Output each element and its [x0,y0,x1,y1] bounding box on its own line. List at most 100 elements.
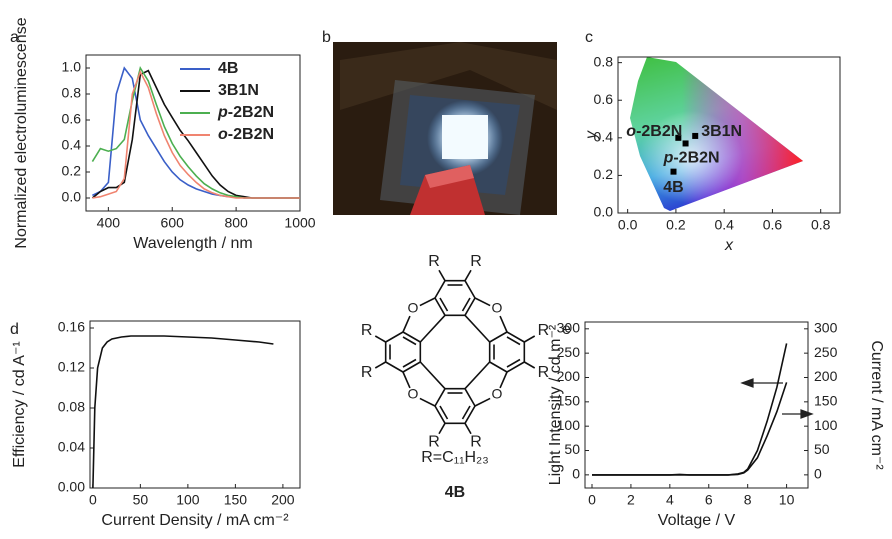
y-tick-label: 0.0 [62,189,82,205]
x-tick-label: 0 [89,492,97,508]
y-tick-label: 150 [557,393,581,409]
bond [419,297,436,307]
bond [461,405,471,420]
compound-name: 4B [445,484,465,501]
y2-tick-label: 100 [814,417,838,433]
x-tick-label: 10 [779,492,795,508]
y-tick-label: 200 [557,368,581,384]
atom-label: O [408,300,419,316]
x-tick-label: 100 [176,492,200,508]
x-axis-title: Current Density / mA cm⁻² [101,512,289,529]
series-line [592,382,788,476]
x-tick-label: 6 [705,492,713,508]
bond [419,314,446,343]
y-tick-label: 0.16 [58,319,85,335]
bond [374,361,387,369]
substituent-label: R [538,364,550,381]
panel-label: d [10,321,19,338]
y-tick-label: 0.0 [594,204,614,220]
bond [385,331,404,343]
legend-label: 3B1N [218,82,259,99]
substituent-label: R [361,364,373,381]
x-tick-label: 8 [744,492,752,508]
substituent-label: R [470,253,482,270]
bond [464,314,491,343]
bond [523,361,536,369]
y2-axis-title: Current / mA cm⁻² [868,340,885,470]
y-tick-label: 0.2 [62,163,82,179]
atom-label: O [408,386,419,402]
x-tick-label: 2 [627,492,635,508]
bond [464,297,476,316]
x-tick-label: 0.8 [811,217,831,233]
y-tick-label: 0.12 [58,359,85,375]
bond [402,331,421,343]
y-tick-label: 300 [557,320,581,336]
y-tick-label: 0.6 [594,91,614,107]
bond [489,331,508,343]
bond [385,361,404,373]
y-tick-label: 0.8 [594,53,614,69]
bond [489,361,508,373]
y-tick-label: 0.00 [58,479,85,495]
x-tick-label: 0.4 [714,217,734,233]
bond [464,269,472,282]
substituent-label: R [428,253,440,270]
y-tick-label: 0.4 [594,129,614,145]
y-tick-label: 0 [572,466,580,482]
bond [402,358,417,368]
panel-label: c [585,29,593,46]
bond [434,388,446,407]
bond [434,280,446,299]
y-tick-label: 100 [557,417,581,433]
y-axis-title: y [583,130,600,140]
y-axis-title: Efficiency / cd A⁻¹ [11,341,28,467]
y-tick-label: 0.08 [58,399,85,415]
substituent-label: R [361,322,373,339]
x-axis-title: Wavelength / nm [133,235,252,252]
bond [419,397,436,407]
bond [461,297,471,312]
plot-frame [584,321,809,489]
y-tick-label: 0.4 [62,137,82,153]
x-tick-label: 600 [161,215,185,231]
bond [506,361,525,373]
y-tick-label: 250 [557,344,581,360]
x-tick-label: 4 [666,492,674,508]
substituent-label: R [470,434,482,451]
point-label: o-2B2N [626,123,682,140]
y-tick-label: 0.2 [594,166,614,182]
plot-frame [617,56,841,214]
series-line [92,335,274,489]
panel-label: a [10,29,19,46]
bond [499,315,508,333]
bond [464,361,491,390]
bond [419,361,446,390]
x-tick-label: 400 [97,215,121,231]
x-tick-label: 150 [224,492,248,508]
y2-tick-label: 0 [814,466,822,482]
bond [402,371,411,389]
bond [402,361,421,373]
bond [506,331,525,343]
panel-label: b [322,29,331,46]
point [670,168,677,175]
x-tick-label: 0.2 [666,217,686,233]
bond [439,405,449,420]
legend-label: o-2B2N [218,126,274,143]
bond [474,297,491,307]
bond [402,315,411,333]
photo [333,42,557,215]
bond [506,336,521,346]
point [692,132,699,139]
bond [474,397,491,407]
substituent-label: R [538,322,550,339]
formula: R=C₁₁H₂₃ [421,449,489,466]
atom-label: O [492,300,503,316]
legend-label: p-2B2N [217,104,274,121]
x-tick-label: 0.6 [763,217,783,233]
atom-label: O [492,386,503,402]
y-axis-title: Normalized electroluminescense [13,17,30,248]
bond [464,422,472,435]
series-line [592,343,788,476]
